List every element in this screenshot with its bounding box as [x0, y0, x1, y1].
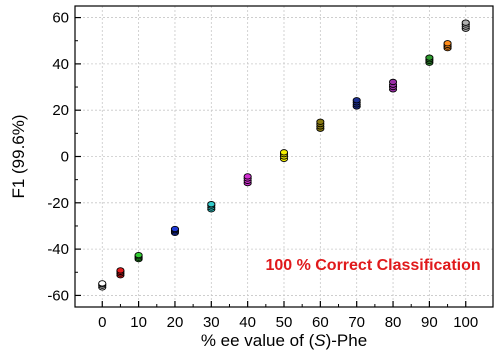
x-axis-title-part-2: S: [314, 331, 326, 350]
x-tick-label: 90: [421, 314, 438, 331]
data-point: [425, 54, 434, 61]
x-tick-label: 10: [130, 314, 147, 331]
x-tick-label: 30: [203, 314, 220, 331]
data-point: [116, 267, 125, 274]
points-layer: [98, 19, 470, 291]
grid-layer: [75, 6, 493, 307]
y-tick-label: 0: [61, 149, 69, 166]
data-point: [316, 118, 325, 125]
x-tick-label: 0: [98, 314, 106, 331]
data-point: [98, 280, 107, 287]
data-point: [443, 40, 452, 47]
x-tick-label: 20: [167, 314, 184, 331]
y-axis-title: F1 (99.6%): [9, 114, 28, 198]
y-tick-label: 20: [52, 102, 69, 119]
data-point: [388, 78, 398, 86]
data-point: [243, 173, 252, 180]
data-point: [134, 251, 143, 259]
tick-layer: 0 10 20 30 40 50 60 70 80 90 100 60 40 20 0 -20 -40 -60: [47, 10, 478, 331]
data-point: [461, 19, 470, 26]
data-point: [279, 149, 289, 156]
x-tick-label: 100: [453, 314, 478, 331]
y-tick-label: -40: [47, 241, 69, 258]
x-axis-title-part-1: % ee value of (: [201, 331, 315, 350]
x-tick-label: 60: [312, 314, 329, 331]
data-point: [170, 225, 180, 233]
x-axis-title-part-3: )-Phe: [326, 331, 368, 350]
annotation-text: 100 % Correct Classification: [265, 257, 480, 274]
y-tick-label: -60: [47, 287, 69, 304]
x-tick-label: 80: [385, 314, 402, 331]
x-tick-label: 40: [239, 314, 256, 331]
x-axis-title: % ee value of (S)-Phe: [201, 331, 367, 350]
data-point: [352, 97, 361, 104]
x-tick-label: 70: [348, 314, 365, 331]
y-tick-label: -20: [47, 195, 69, 212]
x-tick-label: 50: [276, 314, 293, 331]
y-tick-label: 60: [52, 10, 69, 27]
y-tick-label: 40: [52, 56, 69, 73]
data-point: [207, 201, 216, 208]
